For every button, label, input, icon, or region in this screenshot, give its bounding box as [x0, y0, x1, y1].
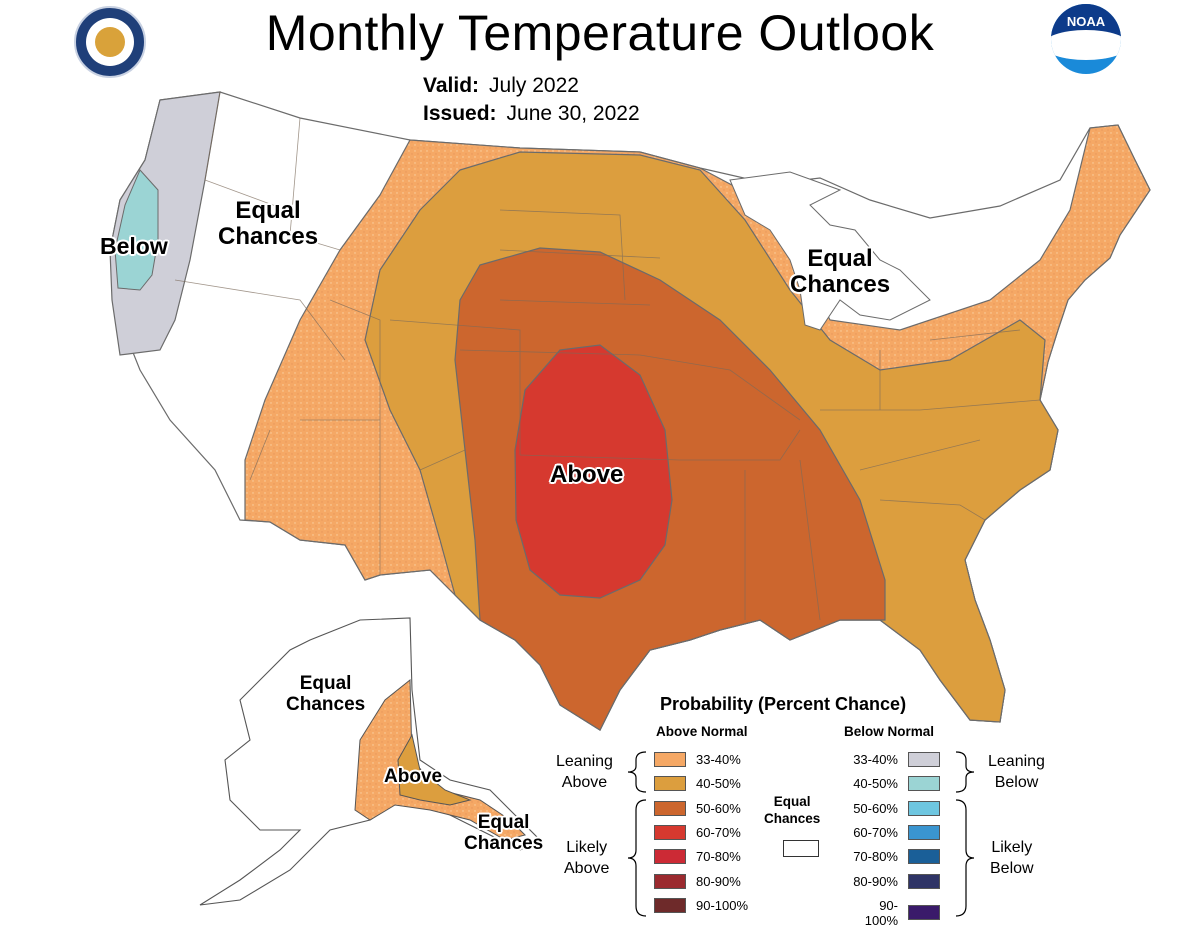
legend-swatch — [908, 776, 940, 792]
state-borders — [174, 91, 1041, 621]
legend-swatch — [654, 873, 686, 889]
legend-title: Probability (Percent Chance) — [660, 694, 907, 714]
great-lakes — [729, 171, 931, 331]
label-below: Below — [100, 233, 168, 259]
legend-likely-below: Likely Below — [990, 839, 1034, 877]
label-equal-east: Equal Chances — [790, 245, 891, 299]
alaska-above-40 — [397, 733, 472, 806]
legend-below-item: 60-70% — [846, 824, 940, 840]
legend-swatch — [908, 849, 940, 865]
label-ak-above: Above — [384, 766, 443, 787]
legend-range-label: 90-100% — [864, 897, 898, 928]
legend-equal-chances: Equal Chances — [764, 794, 821, 826]
legend-range-label: 70-80% — [696, 849, 741, 865]
legend-swatch — [654, 897, 686, 913]
legend-swatch — [908, 800, 940, 816]
legend-swatch — [908, 905, 940, 921]
legend-below-item: 33-40% — [846, 752, 940, 767]
legend-range-label: 40-50% — [853, 776, 898, 792]
legend-below-item: 70-80% — [846, 849, 940, 865]
valid-label: Valid: — [423, 74, 480, 97]
legend-range-label: 70-80% — [853, 849, 898, 865]
issued-value: June 30, 2022 — [506, 102, 640, 125]
legend-swatch — [654, 849, 686, 865]
legend-below-item: 80-90% — [846, 873, 940, 889]
legend-swatch — [654, 800, 686, 816]
legend-above-item: 90-100% — [654, 897, 749, 913]
issued-label: Issued: — [423, 102, 497, 125]
legend-below-item: 90-100% — [846, 898, 940, 928]
valid-value: July 2022 — [489, 74, 579, 97]
legend-range-label: 60-70% — [696, 824, 741, 840]
legend-above-item: 40-50% — [654, 776, 741, 792]
legend-swatch — [908, 752, 940, 767]
page-title: Monthly Temperature Outlook — [265, 5, 935, 61]
legend-range-label: 40-50% — [696, 776, 741, 792]
legend-above-item: 80-90% — [654, 873, 741, 889]
legend-range-label: 50-60% — [853, 800, 898, 816]
legend-range-label: 80-90% — [696, 873, 741, 889]
legend-range-label: 80-90% — [853, 873, 898, 889]
legend-below-item: 40-50% — [846, 776, 940, 792]
legend-above-item: 70-80% — [654, 849, 741, 865]
legend-range-label: 33-40% — [696, 752, 741, 767]
label-ak-equal-south: Equal Chances — [464, 812, 544, 854]
noaa-logo-icon: NOAA — [1051, 4, 1121, 74]
legend-range-label: 33-40% — [853, 752, 898, 767]
noaa-logo-text: NOAA — [1066, 14, 1106, 29]
legend-above-item: 33-40% — [654, 752, 741, 767]
legend-range-label: 90-100% — [696, 897, 749, 913]
legend-above-item: 60-70% — [654, 824, 741, 840]
region-above-60 — [514, 344, 673, 599]
legend-leaning-below: Leaning Below — [988, 753, 1045, 791]
legend-swatch — [654, 752, 686, 767]
legend-range-label: 60-70% — [853, 824, 898, 840]
issued-line: Issued: June 30, 2022 — [423, 102, 640, 126]
legend-leaning-above: Leaning Above — [556, 753, 613, 791]
legend-equal-chances-swatch — [783, 840, 819, 857]
region-below-40 — [114, 169, 159, 291]
legend-above-item: 50-60% — [654, 800, 741, 816]
label-ak-equal-north: Equal Chances — [286, 673, 366, 715]
valid-line: Valid: July 2022 — [423, 74, 579, 98]
label-equal-west: Equal Chances — [218, 197, 319, 251]
legend-below-header: Below Normal — [844, 724, 935, 739]
legend-swatch — [654, 824, 686, 840]
legend-likely-above: Likely Above — [564, 839, 610, 877]
label-above-main: Above — [550, 461, 624, 488]
legend-below-item: 50-60% — [846, 800, 940, 816]
commerce-seal-icon — [74, 6, 146, 78]
legend-range-label: 50-60% — [696, 800, 741, 816]
legend-swatch — [654, 776, 686, 792]
legend-swatch — [908, 873, 940, 889]
legend-above-header: Above Normal — [656, 724, 748, 739]
legend-swatch — [908, 824, 940, 840]
